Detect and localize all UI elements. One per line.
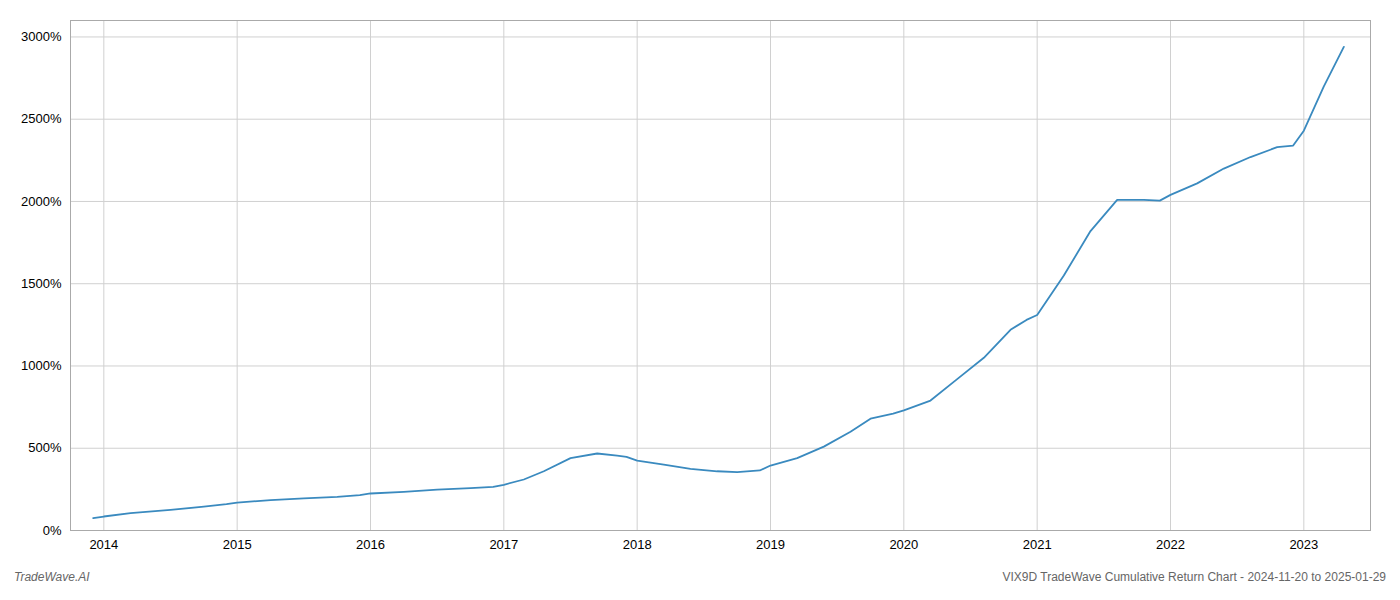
svg-text:1500%: 1500% <box>21 276 62 291</box>
svg-text:2015: 2015 <box>223 537 252 552</box>
svg-text:2016: 2016 <box>356 537 385 552</box>
svg-text:0%: 0% <box>43 523 62 538</box>
svg-text:2000%: 2000% <box>21 194 62 209</box>
svg-text:2014: 2014 <box>89 537 118 552</box>
svg-text:2019: 2019 <box>756 537 785 552</box>
svg-text:2018: 2018 <box>623 537 652 552</box>
html-text:VIX9D TradeWave Cumulative Ret: VIX9D TradeWave Cumulative Return Chart … <box>1002 570 1386 584</box>
svg-text:500%: 500% <box>28 440 62 455</box>
svg-text:2020: 2020 <box>889 537 918 552</box>
svg-text:2023: 2023 <box>1289 537 1318 552</box>
svg-text:2017: 2017 <box>489 537 518 552</box>
svg-text:2021: 2021 <box>1023 537 1052 552</box>
svg-text:1000%: 1000% <box>21 358 62 373</box>
svg-text:3000%: 3000% <box>21 29 62 44</box>
svg-text:2022: 2022 <box>1156 537 1185 552</box>
svg-text:2500%: 2500% <box>21 111 62 126</box>
html-text:TradeWave.AI: TradeWave.AI <box>14 570 90 584</box>
